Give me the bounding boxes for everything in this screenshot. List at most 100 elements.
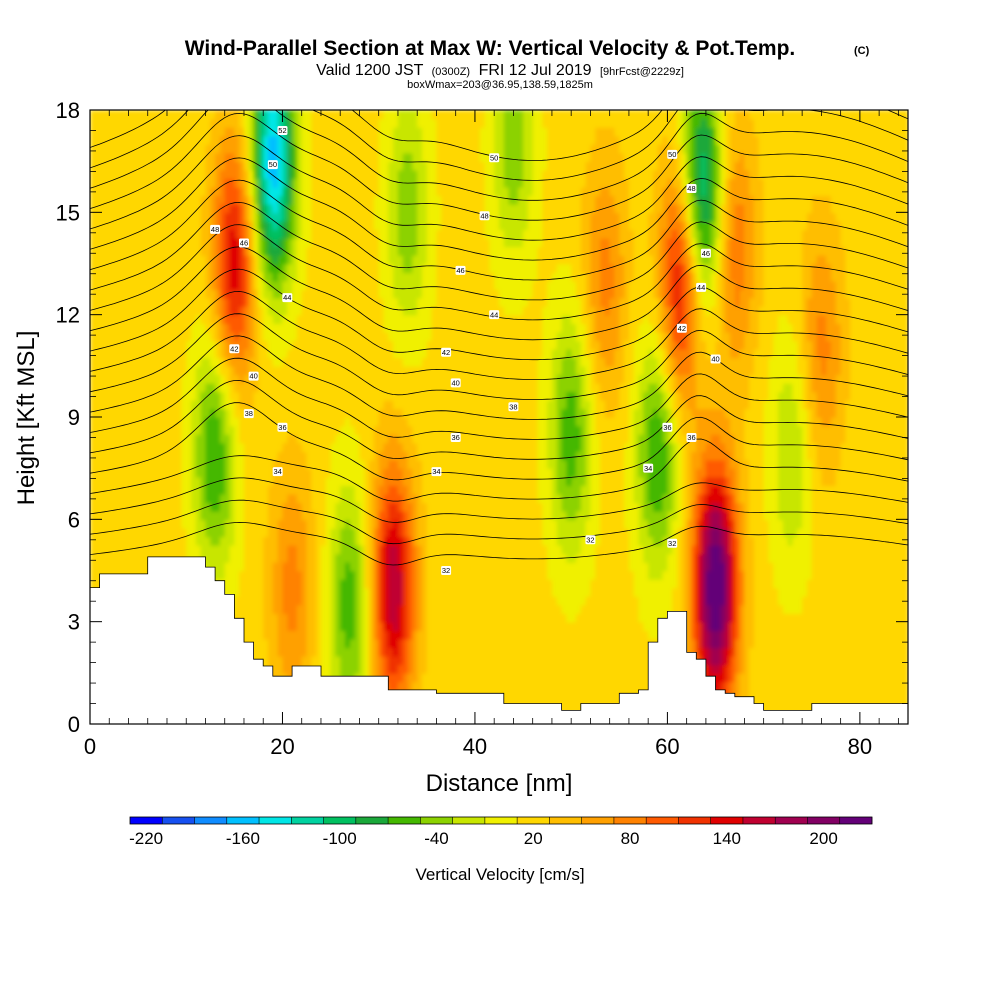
velocity-cell: [263, 570, 269, 580]
velocity-cell: [109, 331, 115, 342]
velocity-cell: [133, 519, 139, 529]
velocity-cell: [205, 348, 212, 359]
velocity-cell: [320, 212, 327, 222]
velocity-cell: [128, 408, 135, 418]
velocity-cell: [383, 391, 390, 401]
velocity-cell: [325, 519, 332, 529]
velocity-cell: [224, 468, 231, 478]
velocity-cell: [335, 451, 342, 461]
velocity-cell: [373, 127, 380, 137]
velocity-cell: [152, 212, 159, 222]
chart-subtitle: Valid 1200 JST (0300Z) FRI 12 Jul 2019 […: [316, 62, 684, 79]
velocity-cell: [176, 135, 183, 145]
velocity-cell: [234, 468, 240, 478]
velocity-cell: [123, 553, 130, 563]
velocity-cell: [99, 246, 106, 256]
velocity-cell: [383, 314, 390, 324]
velocity-cell: [263, 527, 269, 538]
velocity-cell: [268, 127, 274, 137]
velocity-cell: [138, 280, 144, 290]
velocity-cell: [109, 536, 115, 546]
velocity-cell: [186, 357, 192, 367]
velocity-cell: [402, 417, 409, 427]
velocity-cell: [373, 399, 380, 410]
velocity-cell: [345, 391, 351, 401]
velocity-cell: [114, 144, 120, 154]
velocity-cell: [335, 493, 342, 504]
velocity-cell: [200, 127, 207, 137]
velocity-cell: [345, 630, 351, 640]
velocity-cell: [378, 527, 385, 538]
velocity-cell: [181, 459, 188, 469]
velocity-cell: [215, 246, 221, 256]
velocity-cell: [186, 451, 192, 461]
velocity-cell: [128, 365, 135, 376]
velocity-cell: [152, 323, 159, 333]
velocity-cell: [287, 553, 293, 563]
velocity-cell: [306, 195, 313, 205]
velocity-cell: [162, 161, 168, 171]
velocity-cell: [162, 135, 168, 145]
velocity-cell: [349, 468, 356, 478]
velocity-cell: [215, 195, 221, 205]
velocity-cell: [330, 365, 337, 376]
velocity-cell: [258, 493, 265, 504]
velocity-cell: [128, 314, 135, 324]
velocity-cell: [417, 195, 423, 205]
velocity-cell: [219, 144, 226, 154]
velocity-cell: [239, 118, 245, 128]
velocity-cell: [181, 485, 188, 495]
velocity-cell: [123, 195, 130, 205]
velocity-cell: [229, 425, 236, 435]
velocity-cell: [195, 331, 202, 342]
velocity-cell: [422, 587, 428, 597]
velocity-cell: [142, 357, 149, 367]
velocity-cell: [94, 169, 101, 180]
velocity-cell: [191, 118, 197, 128]
velocity-cell: [272, 459, 279, 469]
velocity-cell: [229, 570, 236, 580]
velocity-cell: [142, 399, 149, 410]
velocity-cell: [162, 519, 168, 529]
velocity-cell: [191, 152, 197, 162]
velocity-cell: [320, 195, 327, 205]
velocity-cell: [311, 527, 317, 538]
velocity-cell: [166, 502, 173, 512]
velocity-cell: [94, 195, 101, 205]
velocity-cell: [147, 527, 154, 538]
velocity-cell: [340, 638, 346, 649]
velocity-cell: [215, 399, 221, 410]
velocity-cell: [205, 135, 212, 145]
velocity-cell: [296, 357, 303, 367]
velocity-cell: [407, 323, 414, 333]
velocity-cell: [378, 331, 385, 342]
velocity-cell: [282, 203, 289, 214]
velocity-cell: [354, 553, 361, 563]
velocity-cell: [412, 408, 418, 418]
velocity-cell: [243, 323, 250, 333]
velocity-cell: [162, 186, 168, 197]
velocity-cell: [306, 442, 313, 452]
velocity-cell: [272, 561, 279, 572]
velocity-cell: [243, 519, 250, 529]
velocity-cell: [239, 613, 245, 623]
velocity-cell: [248, 110, 255, 120]
velocity-cell: [330, 169, 337, 180]
velocity-cell: [373, 374, 380, 384]
velocity-cell: [335, 476, 342, 487]
velocity-cell: [407, 544, 414, 555]
velocity-cell: [200, 254, 207, 265]
velocity-cell: [325, 306, 332, 316]
velocity-cell: [234, 459, 240, 469]
velocity-cell: [229, 272, 236, 282]
velocity-cell: [369, 127, 375, 137]
velocity-cell: [345, 493, 351, 504]
velocity-cell: [258, 485, 265, 495]
velocity-cell: [417, 527, 423, 538]
velocity-cell: [330, 621, 337, 631]
velocity-cell: [234, 604, 240, 614]
velocity-cell: [118, 527, 125, 538]
velocity-cell: [253, 434, 260, 444]
velocity-cell: [157, 127, 163, 137]
velocity-cell: [99, 110, 106, 120]
